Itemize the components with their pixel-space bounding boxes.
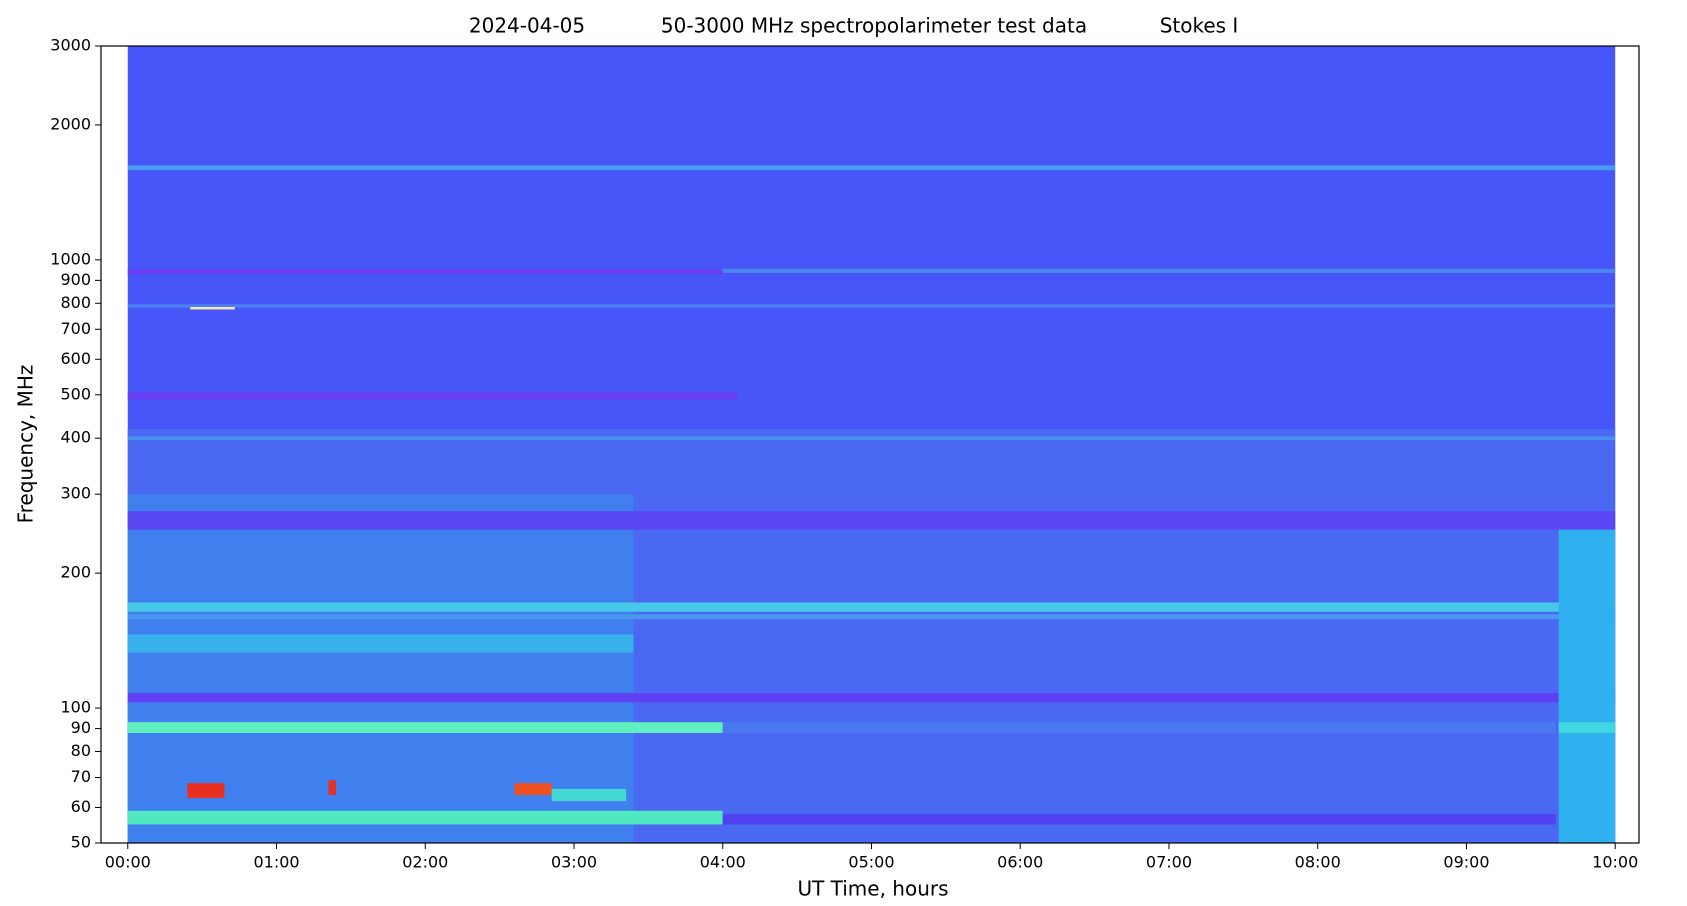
x-tick-label: 08:00 — [1295, 853, 1341, 872]
x-tick-label: 02:00 — [402, 853, 448, 872]
spectrum-band — [127, 614, 1616, 620]
x-tick-label: 06:00 — [997, 853, 1043, 872]
y-tick-label: 50 — [71, 833, 91, 852]
y-tick-label: 2000 — [50, 114, 91, 133]
y-tick-label: 1000 — [50, 249, 91, 268]
x-tick-label: 07:00 — [1146, 853, 1192, 872]
y-tick-label: 300 — [60, 484, 91, 503]
spectrum-band — [187, 783, 225, 799]
chart-title-date: 2024-04-05 — [469, 14, 585, 38]
y-tick-label: 800 — [60, 293, 91, 312]
y-tick-label: 70 — [71, 767, 91, 786]
y-tick-label: 80 — [71, 741, 91, 760]
y-tick-label: 200 — [60, 563, 91, 582]
x-tick-label: 00:00 — [105, 853, 151, 872]
y-tick-label: 400 — [60, 428, 91, 447]
spectrum-band — [127, 165, 1616, 171]
y-tick-label: 3000 — [50, 36, 91, 55]
spectrum-band — [722, 722, 1556, 733]
x-tick-label: 03:00 — [551, 853, 597, 872]
spectrum-band — [127, 436, 1616, 441]
chart-title: 50-3000 MHz spectropolarimeter test data — [661, 14, 1087, 38]
spectrum-band — [127, 693, 1616, 703]
spectrum-band — [127, 810, 723, 825]
spectrum-band — [514, 783, 552, 795]
y-tick-label: 100 — [60, 698, 91, 717]
y-tick-label: 60 — [71, 797, 91, 816]
spectrum-band — [127, 602, 1616, 612]
spectrum-band — [127, 304, 1616, 308]
spectrum-band — [551, 788, 627, 802]
y-tick-label: 600 — [60, 349, 91, 368]
axes-frame — [100, 45, 1640, 844]
spectrum-band — [1558, 529, 1616, 843]
spectrum-band — [722, 814, 1556, 825]
spectrum-band — [127, 511, 1616, 530]
spectrum-band — [127, 392, 738, 400]
x-tick-label: 04:00 — [700, 853, 746, 872]
x-tick-label: 10:00 — [1592, 853, 1638, 872]
x-tick-label: 09:00 — [1443, 853, 1489, 872]
x-axis-label: UT Time, hours — [797, 877, 948, 901]
spectrum-band — [127, 269, 723, 275]
x-tick-label: 05:00 — [848, 853, 894, 872]
spectrum-band — [190, 306, 235, 310]
y-tick-label: 900 — [60, 270, 91, 289]
spectrum-band — [127, 634, 634, 653]
spectrum-band — [328, 780, 337, 795]
y-tick-label: 700 — [60, 319, 91, 338]
spectrum-band — [722, 268, 1616, 273]
chart-title-stokes: Stokes I — [1160, 14, 1239, 38]
y-tick-label: 90 — [71, 718, 91, 737]
y-axis-label: Frequency, MHz — [14, 365, 38, 524]
spectrum-band — [127, 722, 723, 733]
x-tick-label: 01:00 — [253, 853, 299, 872]
y-tick-label: 500 — [60, 384, 91, 403]
spectrum-band — [1558, 722, 1616, 733]
